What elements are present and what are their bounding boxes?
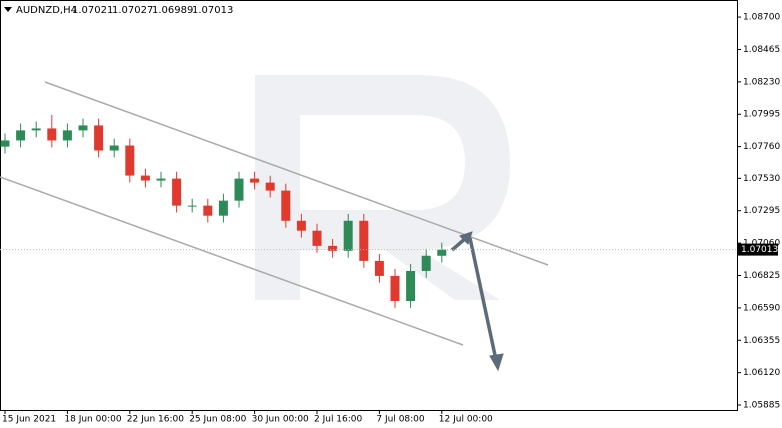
y-tick-label: 1.07530 (743, 174, 780, 184)
candle-body (234, 178, 244, 201)
candle-body (250, 178, 260, 183)
candle-body (265, 182, 275, 191)
candle-body (62, 130, 72, 141)
candle-body (203, 205, 213, 216)
y-tick-label: 1.08230 (743, 77, 780, 87)
current-price-label: 1.07013 (741, 245, 778, 255)
candle-body (16, 130, 26, 141)
candle-body (374, 260, 384, 276)
candle-body (109, 145, 119, 151)
header-low: 1.06989 (152, 5, 193, 16)
candle-body (218, 200, 228, 216)
y-tick-label: 1.06355 (743, 336, 780, 346)
candle-body (156, 178, 166, 181)
candle-body (31, 128, 41, 131)
y-tick-label: 1.06120 (743, 368, 780, 378)
candle-body (125, 145, 135, 176)
menu-triangle (4, 7, 12, 12)
candle-body (421, 255, 431, 271)
x-tick-label: 25 Jun 08:00 (189, 415, 246, 425)
header-high: 1.07027 (112, 5, 153, 16)
x-tick-label: 22 Jun 16:00 (127, 415, 184, 425)
candle-body (281, 190, 291, 221)
candle-body (78, 125, 88, 131)
x-tick-label: 18 Jun 00:00 (64, 415, 121, 425)
candle-body (296, 220, 306, 231)
candle-body (390, 275, 400, 301)
candle-body (0, 140, 10, 147)
y-tick-label: 1.07295 (743, 206, 780, 216)
header-open: 1.07021 (72, 5, 113, 16)
y-tick-label: 1.06590 (743, 303, 780, 313)
header-symbol: AUDNZD,H4 (16, 5, 77, 16)
x-tick-label: 30 Jun 00:00 (252, 415, 309, 425)
candle-body (140, 175, 150, 181)
x-tick-label: 2 Jul 16:00 (314, 415, 363, 425)
candle-body (406, 270, 416, 301)
y-tick-label: 1.07760 (743, 142, 780, 152)
y-tick-label: 1.05885 (743, 401, 780, 411)
x-tick-label: 15 Jun 2021 (2, 415, 56, 425)
y-tick-label: 1.06825 (743, 271, 780, 281)
candle-body (172, 178, 182, 206)
candle-body (328, 245, 338, 251)
candle-body (187, 205, 197, 207)
header-close: 1.07013 (192, 5, 233, 16)
candle-body (47, 128, 57, 141)
channel-lower (0, 176, 464, 346)
x-tick-label: 12 Jul 00:00 (439, 415, 493, 425)
candle-body (94, 125, 104, 151)
candle-body (312, 230, 322, 246)
plot-frame (0, 0, 738, 411)
candle-body (359, 220, 369, 261)
candle-body (343, 220, 353, 251)
current-price-box (738, 243, 778, 256)
x-tick-label: 7 Jul 08:00 (376, 415, 425, 425)
forecast-arrow (450, 231, 504, 372)
y-tick-label: 1.08465 (743, 45, 780, 55)
candle-body (437, 249, 447, 256)
y-tick-label: 1.08700 (743, 13, 780, 23)
y-tick-label: 1.07995 (743, 110, 780, 120)
